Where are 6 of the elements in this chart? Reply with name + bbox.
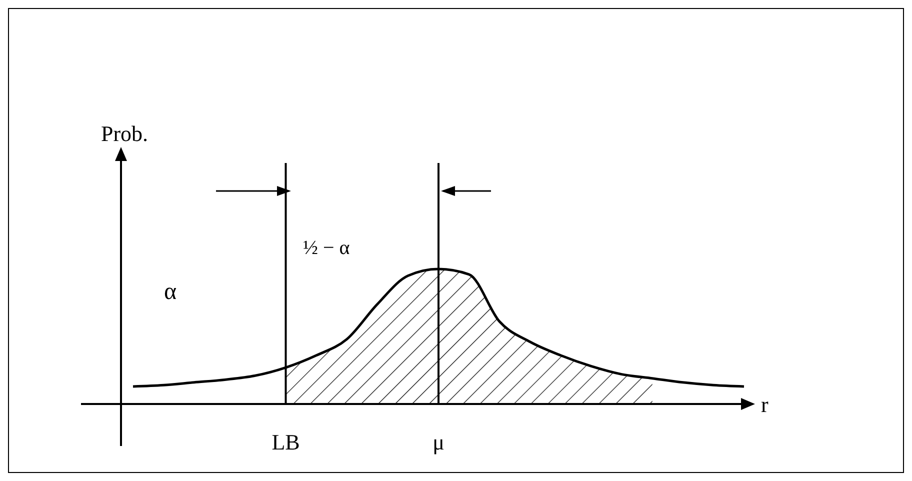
x-axis-title: r <box>761 392 769 417</box>
text: Prob. <box>101 121 148 146</box>
x-tick-label: μ <box>432 430 444 455</box>
text: ½ − α <box>303 237 350 259</box>
x-tick-label: LB <box>272 430 300 455</box>
annotation: α <box>164 279 177 305</box>
